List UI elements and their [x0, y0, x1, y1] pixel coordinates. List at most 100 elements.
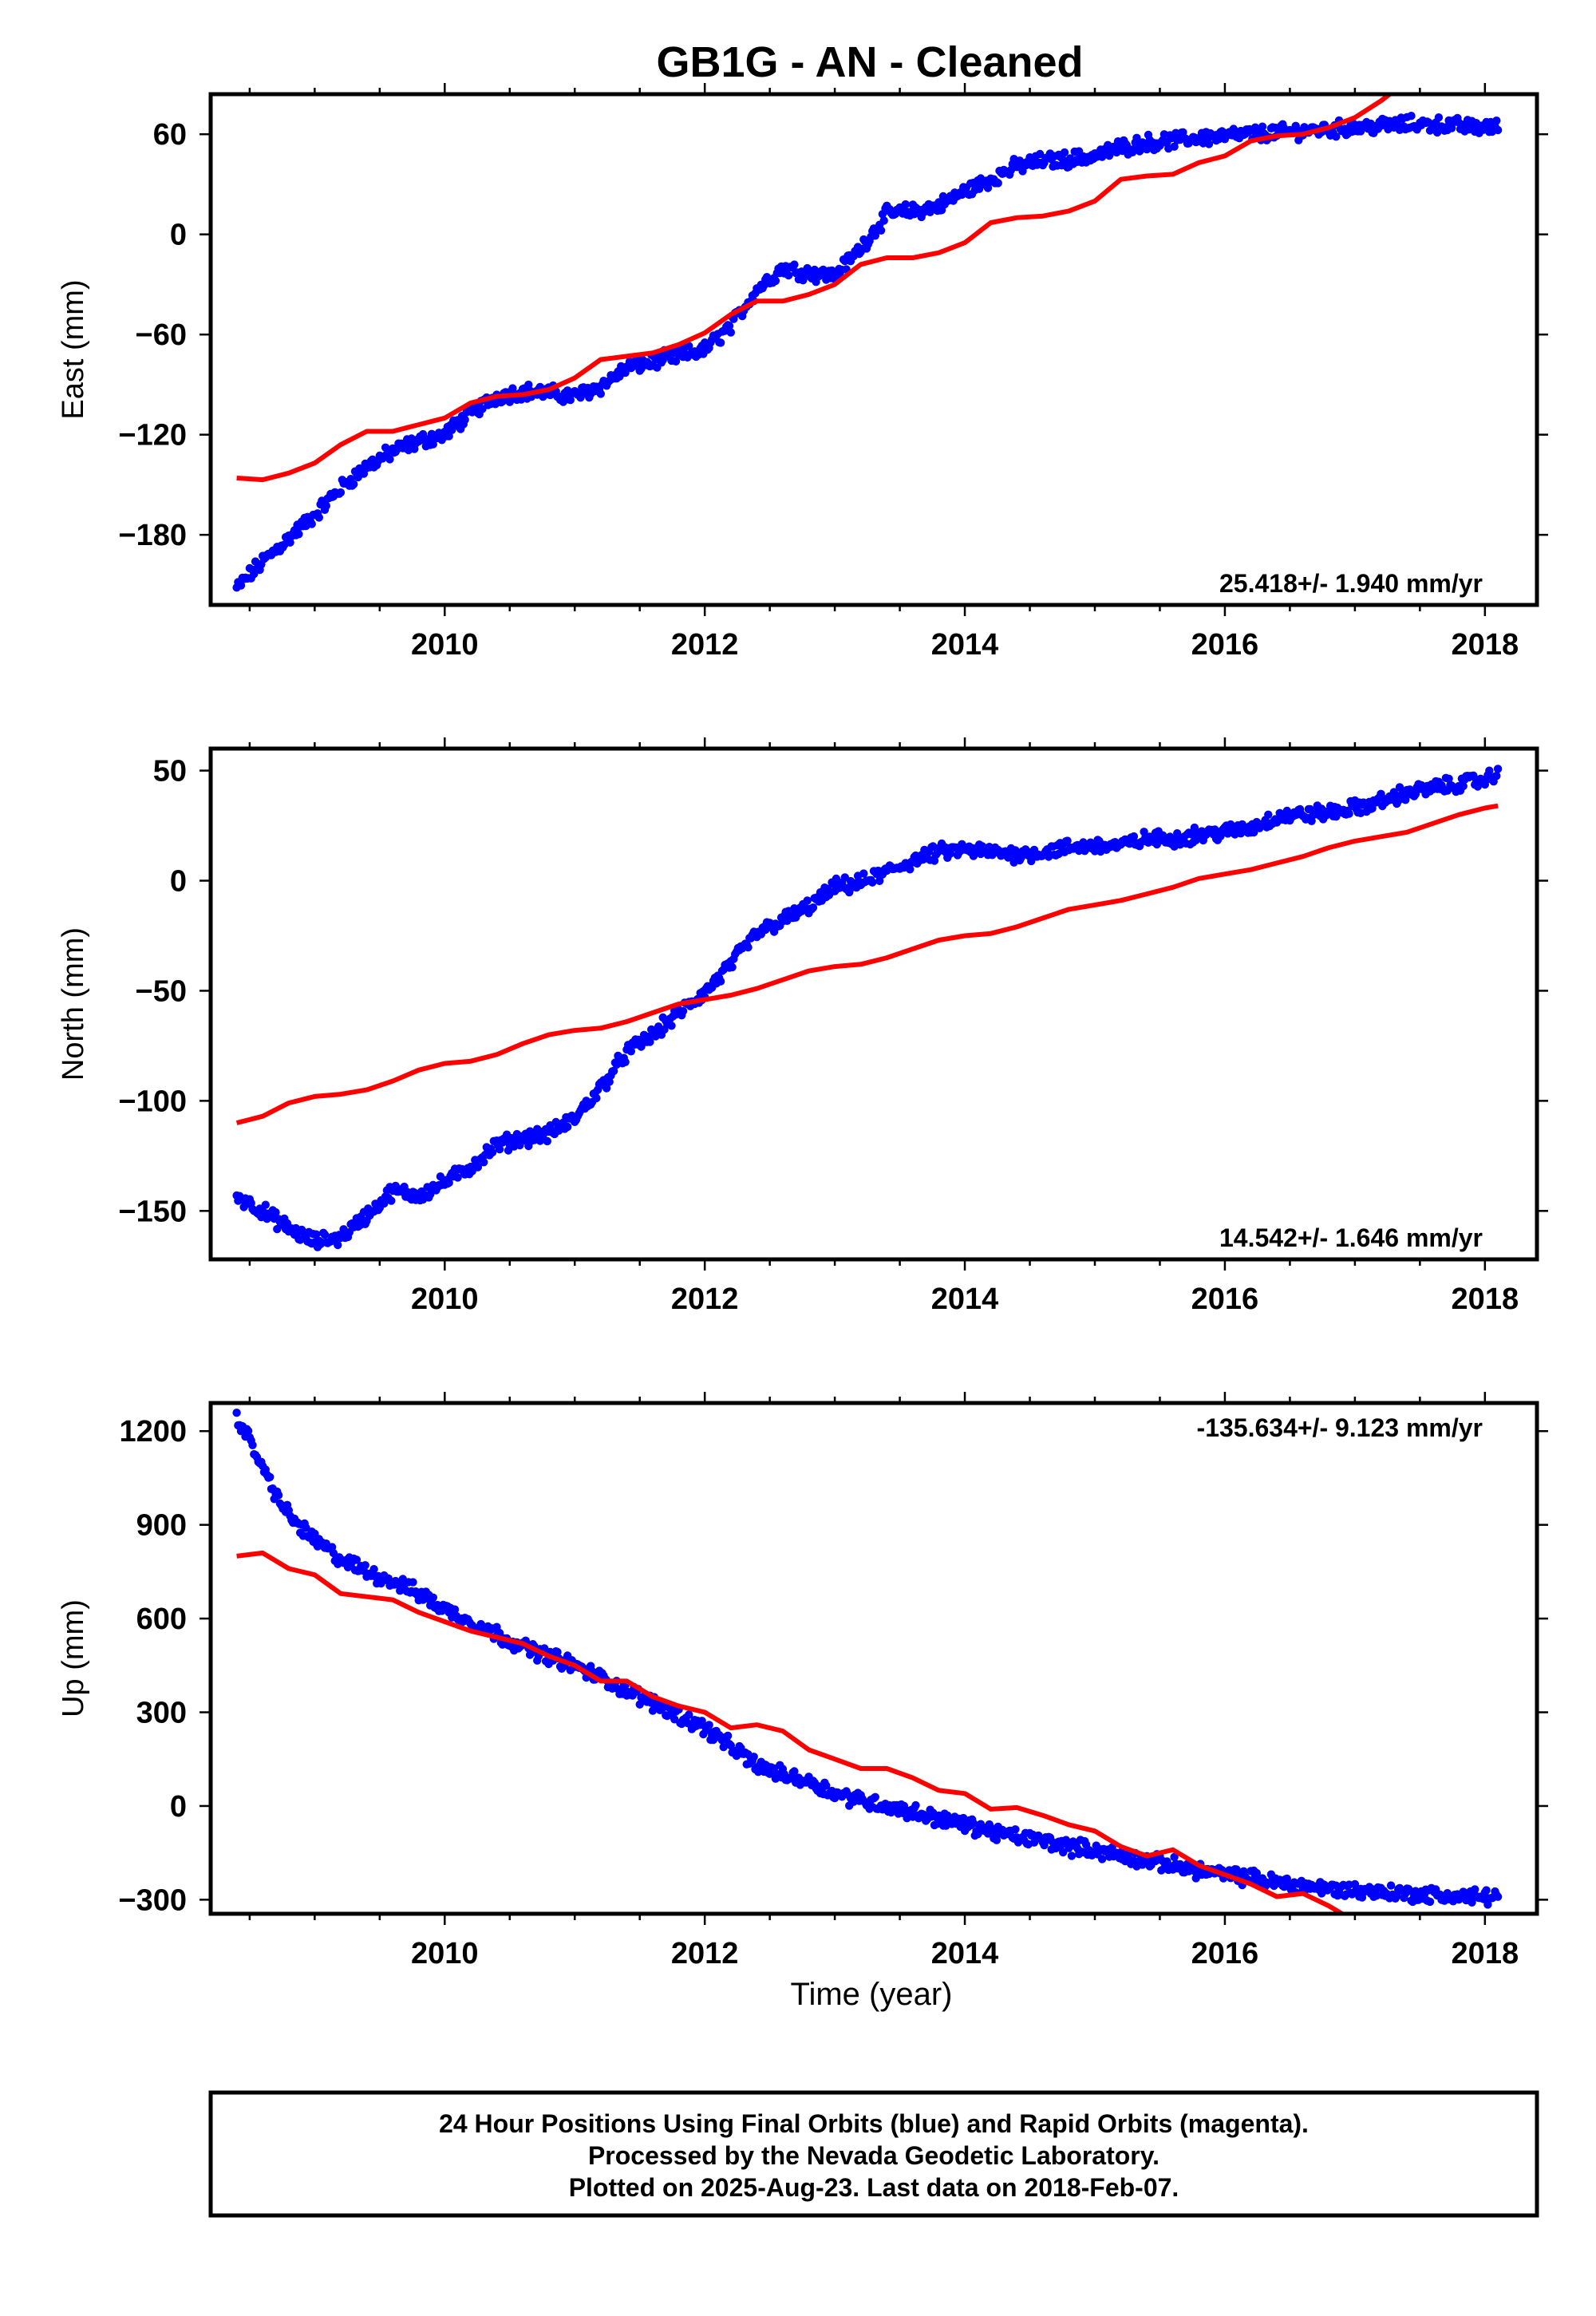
north-obs-point: [1027, 856, 1036, 866]
up-obs-point: [705, 1721, 713, 1729]
east-obs-point: [1036, 149, 1045, 159]
up-x-tick-label: 2014: [931, 1937, 999, 1970]
east-obs-point: [1434, 113, 1444, 122]
up-trend-line: [236, 1550, 1344, 1914]
north-obs-point: [1459, 781, 1468, 791]
east-observations: [232, 112, 1503, 592]
up-obs-point: [409, 1578, 417, 1587]
north-rate-label: 14.542+/- 1.646 mm/yr: [1219, 1223, 1483, 1252]
up-obs-point: [1282, 1874, 1292, 1883]
up-obs-point: [1482, 1886, 1491, 1895]
north-obs-point: [1063, 836, 1072, 845]
north-obs-point: [1444, 774, 1453, 783]
north-obs-point: [320, 1230, 330, 1239]
up-obs-point: [248, 1441, 257, 1450]
north-obs-point: [1485, 766, 1494, 775]
up-frame: [208, 1401, 1539, 1916]
east-obs-point: [314, 513, 323, 522]
footer-box: 24 Hour Positions Using Final Orbits (bl…: [208, 2090, 1539, 2218]
up-obs-point: [790, 1767, 799, 1776]
east-obs-point: [1170, 142, 1179, 151]
up-obs-point: [1471, 1885, 1479, 1894]
up-obs-point: [1097, 1855, 1107, 1863]
up-obs-point: [1425, 1897, 1435, 1907]
north-obs-point: [744, 943, 753, 952]
north-obs-point: [1492, 772, 1501, 781]
up-obs-point: [1386, 1881, 1396, 1890]
north-obs-point: [1493, 765, 1503, 773]
north-obs-point: [495, 1144, 504, 1154]
east-obs-point: [685, 342, 693, 350]
up-obs-point: [243, 1426, 253, 1436]
east-rate-label: 25.418+/- 1.940 mm/yr: [1219, 569, 1483, 598]
east-x-tick-label: 2012: [671, 628, 739, 662]
north-y-tick-label: −50: [136, 974, 187, 1008]
north-obs-point: [946, 849, 955, 858]
north-obs-point: [1345, 809, 1353, 818]
up-y-tick-label: 600: [136, 1603, 187, 1636]
east-obs-point: [286, 538, 294, 547]
east-y-tick-label: −120: [118, 419, 187, 453]
up-obs-point: [361, 1561, 369, 1570]
north-obs-point: [875, 876, 884, 886]
up-obs-point: [1252, 1868, 1262, 1878]
footer-line-3: Plotted on 2025-Aug-23. Last data on 201…: [569, 2173, 1179, 2202]
east-x-tick-label: 2014: [931, 628, 999, 662]
north-obs-point: [621, 1057, 630, 1067]
up-y-tick-label: 0: [170, 1790, 187, 1824]
x-axis-label: Time (year): [791, 1977, 953, 2012]
north-panel: 2010 2012 2014 2016 2018 −150 −100 −50 0 50 North …: [57, 737, 1548, 1316]
up-y-tick-label: −300: [118, 1883, 187, 1917]
up-obs-point: [429, 1593, 437, 1603]
east-obs-point: [725, 322, 734, 330]
east-x-tick-label: 2018: [1452, 628, 1519, 662]
north-obs-point: [646, 1037, 654, 1046]
north-obs-point: [667, 1022, 676, 1030]
north-obs-point: [868, 878, 877, 887]
up-obs-point: [723, 1731, 733, 1741]
up-obs-point: [911, 1800, 920, 1810]
east-obs-point: [322, 501, 330, 510]
up-rate-label: -135.634+/- 9.123 mm/yr: [1197, 1413, 1483, 1442]
north-obs-point: [453, 1173, 462, 1182]
east-obs-point: [1407, 112, 1416, 121]
east-y-tick-label: 0: [170, 219, 187, 252]
north-obs-point: [1264, 810, 1273, 819]
east-obs-point: [336, 488, 346, 497]
up-obs-point: [1393, 1891, 1401, 1900]
up-obs-point: [352, 1555, 361, 1564]
up-x-tick-label: 2016: [1191, 1937, 1259, 1970]
east-obs-point: [771, 276, 780, 286]
up-obs-point: [232, 1409, 241, 1417]
up-x-tick-label: 2018: [1452, 1937, 1519, 1970]
up-obs-point: [1067, 1852, 1077, 1860]
east-obs-point: [901, 200, 911, 209]
north-obs-point: [1129, 832, 1139, 841]
east-obs-point: [1143, 144, 1152, 154]
east-obs-point: [879, 216, 888, 225]
north-obs-point: [808, 903, 818, 912]
east-obs-point: [307, 520, 316, 528]
up-obs-point: [685, 1710, 693, 1719]
north-obs-point: [473, 1163, 483, 1172]
east-y-tick-label: −60: [136, 318, 187, 352]
north-obs-point: [480, 1158, 488, 1167]
north-obs-point: [906, 865, 915, 874]
north-obs-point: [609, 1066, 618, 1076]
north-y-tick-label: −100: [118, 1085, 187, 1118]
north-obs-point: [592, 1093, 601, 1103]
north-x-tick-label: 2010: [411, 1282, 479, 1316]
north-obs-point: [605, 1077, 614, 1086]
north-obs-point: [716, 977, 725, 986]
north-obs-point: [271, 1207, 280, 1217]
east-plot-area: [232, 94, 1503, 592]
east-obs-point: [716, 338, 725, 347]
east-x-tick-label: 2016: [1191, 628, 1259, 662]
north-plot-area: [232, 765, 1503, 1251]
east-frame: [208, 92, 1539, 607]
north-observations: [232, 765, 1503, 1251]
north-x-tick-label: 2018: [1452, 1282, 1519, 1316]
north-y-axis-label: North (mm): [57, 927, 90, 1081]
